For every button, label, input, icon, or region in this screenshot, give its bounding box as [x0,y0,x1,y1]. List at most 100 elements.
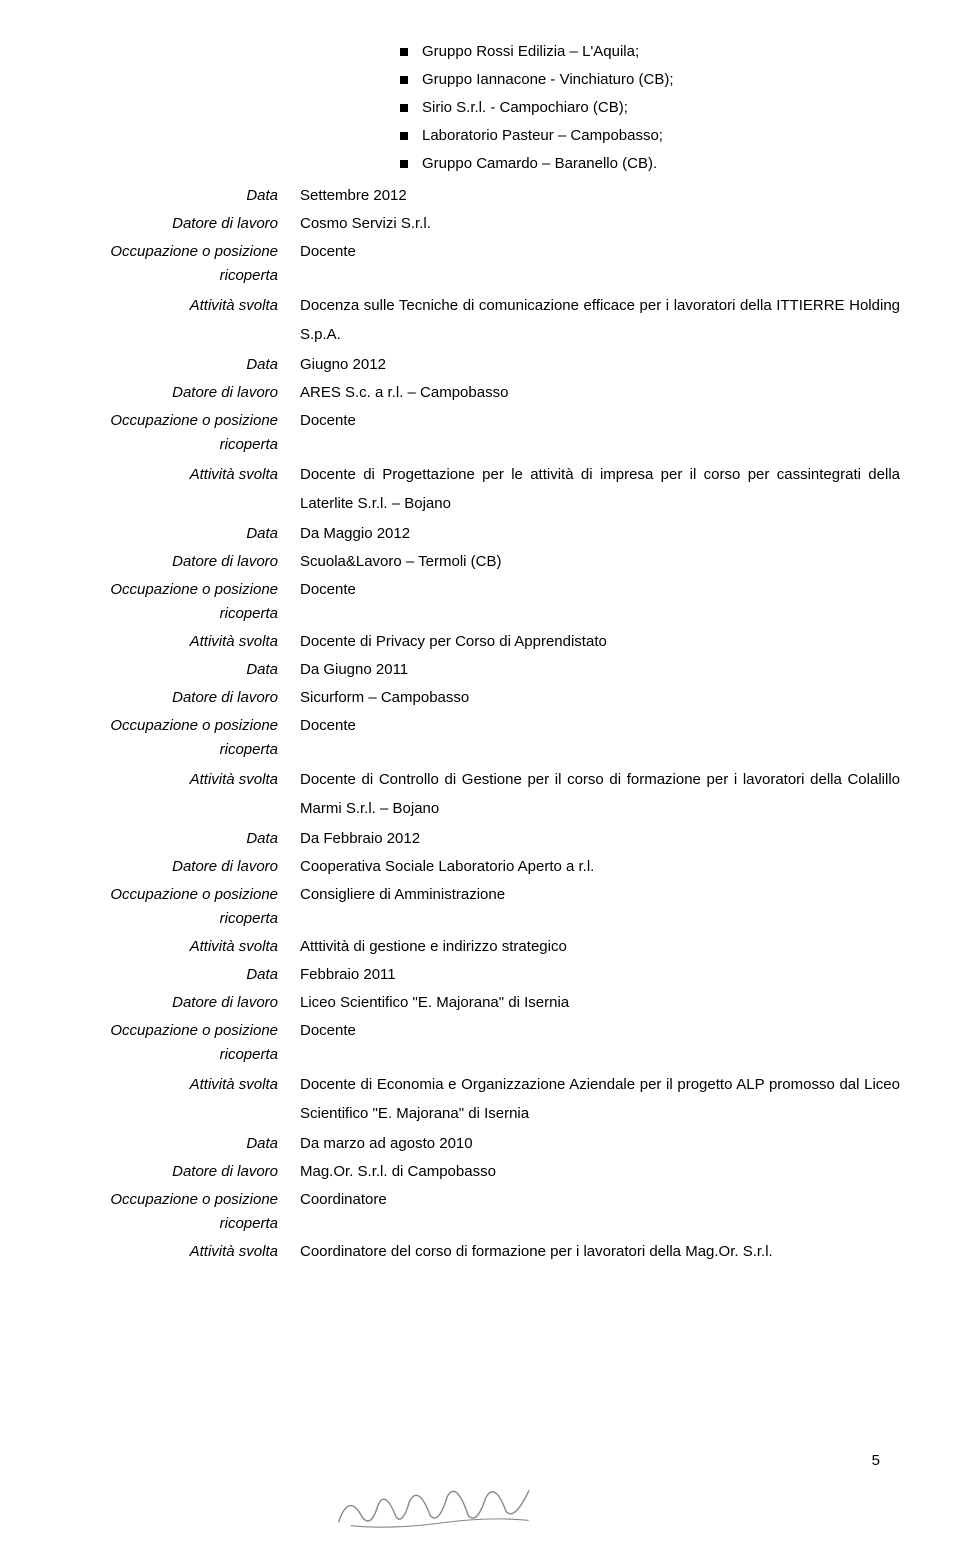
value-data: Settembre 2012 [300,184,900,208]
cv-row: Datore di lavoro Cooperativa Sociale Lab… [60,855,900,879]
cv-row: Data Da marzo ad agosto 2010 [60,1132,900,1156]
bullet-text: Laboratorio Pasteur – Campobasso; [422,124,900,148]
label-data: Data [60,827,300,851]
label-attivita: Attività svolta [60,294,300,318]
cv-row: Data Settembre 2012 [60,184,900,208]
cv-row: Occupazione o posizione ricoperta Docent… [60,1019,900,1067]
cv-row: Datore di lavoro ARES S.c. a r.l. – Camp… [60,381,900,405]
value-occupazione: Docente [300,714,900,738]
value-occupazione: Docente [300,409,900,433]
value-data: Da Febbraio 2012 [300,827,900,851]
value-occupazione: Docente [300,578,900,602]
cv-row: Occupazione o posizione ricoperta Consig… [60,883,900,931]
value-attivita: Coordinatore del corso di formazione per… [300,1240,900,1264]
value-datore: Scuola&Lavoro – Termoli (CB) [300,550,900,574]
cv-row: Attività svolta Docente di Progettazione… [60,461,900,518]
value-data: Da marzo ad agosto 2010 [300,1132,900,1156]
value-occupazione: Coordinatore [300,1188,900,1212]
label-data: Data [60,658,300,682]
bullet-text: Gruppo Rossi Edilizia – L'Aquila; [422,40,900,64]
label-datore: Datore di lavoro [60,686,300,710]
cv-row: Datore di lavoro Scuola&Lavoro – Termoli… [60,550,900,574]
value-attivita: Atttività di gestione e indirizzo strate… [300,935,900,959]
bullet-text: Sirio S.r.l. - Campochiaro (CB); [422,96,900,120]
value-attivita: Docente di Progettazione per le attività… [300,461,900,518]
label-datore: Datore di lavoro [60,381,300,405]
value-datore: Cooperativa Sociale Laboratorio Aperto a… [300,855,900,879]
label-attivita: Attività svolta [60,768,300,792]
label-occupazione: Occupazione o posizione ricoperta [60,240,300,288]
bullet-item: Sirio S.r.l. - Campochiaro (CB); [400,96,900,120]
cv-row: Data Febbraio 2011 [60,963,900,987]
signature-image [328,1470,551,1554]
value-datore: Liceo Scientifico "E. Majorana" di Isern… [300,991,900,1015]
label-occupazione: Occupazione o posizione ricoperta [60,883,300,931]
value-data: Febbraio 2011 [300,963,900,987]
bullet-text: Gruppo Camardo – Baranello (CB). [422,152,900,176]
value-datore: Mag.Or. S.r.l. di Campobasso [300,1160,900,1184]
square-bullet-icon [400,132,408,140]
cv-row: Data Giugno 2012 [60,353,900,377]
bullet-item: Gruppo Rossi Edilizia – L'Aquila; [400,40,900,64]
bullet-item: Gruppo Iannacone - Vinchiaturo (CB); [400,68,900,92]
label-datore: Datore di lavoro [60,212,300,236]
cv-row: Attività svolta Docente di Privacy per C… [60,630,900,654]
label-occupazione: Occupazione o posizione ricoperta [60,1019,300,1067]
label-attivita: Attività svolta [60,1073,300,1097]
cv-row: Data Da Febbraio 2012 [60,827,900,851]
label-data: Data [60,353,300,377]
label-attivita: Attività svolta [60,463,300,487]
label-datore: Datore di lavoro [60,855,300,879]
value-datore: Cosmo Servizi S.r.l. [300,212,900,236]
cv-row: Datore di lavoro Mag.Or. S.r.l. di Campo… [60,1160,900,1184]
cv-row: Datore di lavoro Sicurform – Campobasso [60,686,900,710]
square-bullet-icon [400,104,408,112]
square-bullet-icon [400,160,408,168]
cv-row: Attività svolta Docente di Economia e Or… [60,1071,900,1128]
cv-row: Occupazione o posizione ricoperta Docent… [60,409,900,457]
label-data: Data [60,522,300,546]
label-attivita: Attività svolta [60,630,300,654]
value-attivita: Docente di Controllo di Gestione per il … [300,766,900,823]
label-datore: Datore di lavoro [60,550,300,574]
page-number: 5 [872,1449,880,1473]
label-occupazione: Occupazione o posizione ricoperta [60,1188,300,1236]
value-datore: Sicurform – Campobasso [300,686,900,710]
label-occupazione: Occupazione o posizione ricoperta [60,578,300,626]
cv-row: Attività svolta Docenza sulle Tecniche d… [60,292,900,349]
square-bullet-icon [400,76,408,84]
value-occupazione: Consigliere di Amministrazione [300,883,900,907]
intro-bullet-list: Gruppo Rossi Edilizia – L'Aquila; Gruppo… [400,40,900,176]
value-occupazione: Docente [300,1019,900,1043]
value-attivita: Docente di Economia e Organizzazione Azi… [300,1071,900,1128]
bullet-text: Gruppo Iannacone - Vinchiaturo (CB); [422,68,900,92]
cv-row: Occupazione o posizione ricoperta Coordi… [60,1188,900,1236]
cv-row: Attività svolta Atttività di gestione e … [60,935,900,959]
label-occupazione: Occupazione o posizione ricoperta [60,409,300,457]
value-data: Da Maggio 2012 [300,522,900,546]
cv-row: Attività svolta Coordinatore del corso d… [60,1240,900,1264]
label-attivita: Attività svolta [60,935,300,959]
cv-row: Occupazione o posizione ricoperta Docent… [60,714,900,762]
label-attivita: Attività svolta [60,1240,300,1264]
bullet-item: Gruppo Camardo – Baranello (CB). [400,152,900,176]
label-datore: Datore di lavoro [60,1160,300,1184]
label-occupazione: Occupazione o posizione ricoperta [60,714,300,762]
cv-row: Occupazione o posizione ricoperta Docent… [60,240,900,288]
value-occupazione: Docente [300,240,900,264]
value-attivita: Docenza sulle Tecniche di comunicazione … [300,292,900,349]
value-attivita: Docente di Privacy per Corso di Apprendi… [300,630,900,654]
cv-row: Data Da Giugno 2011 [60,658,900,682]
label-data: Data [60,184,300,208]
cv-row: Attività svolta Docente di Controllo di … [60,766,900,823]
cv-row: Data Da Maggio 2012 [60,522,900,546]
label-data: Data [60,1132,300,1156]
cv-row: Datore di lavoro Liceo Scientifico "E. M… [60,991,900,1015]
value-data: Giugno 2012 [300,353,900,377]
cv-row: Occupazione o posizione ricoperta Docent… [60,578,900,626]
label-datore: Datore di lavoro [60,991,300,1015]
value-datore: ARES S.c. a r.l. – Campobasso [300,381,900,405]
value-data: Da Giugno 2011 [300,658,900,682]
bullet-item: Laboratorio Pasteur – Campobasso; [400,124,900,148]
square-bullet-icon [400,48,408,56]
